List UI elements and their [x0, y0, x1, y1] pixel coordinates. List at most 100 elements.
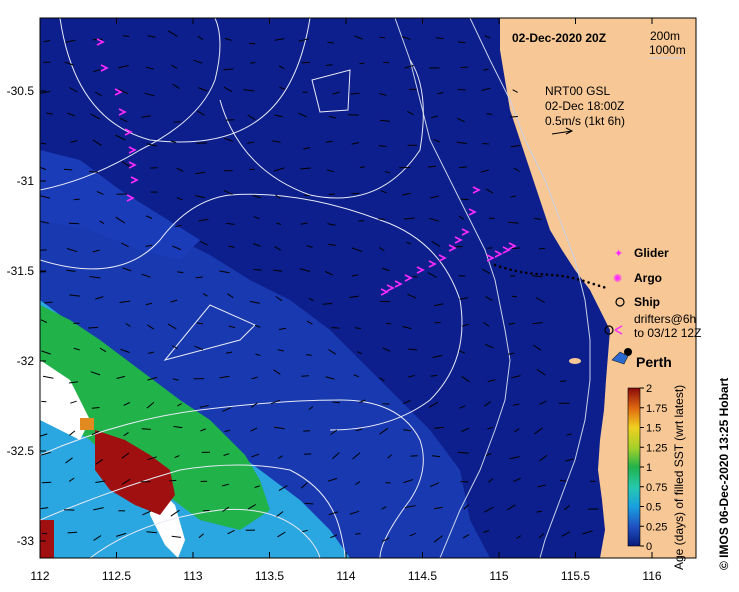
current-arrow	[513, 167, 520, 172]
current-arrow	[458, 275, 466, 277]
drifter-point	[498, 265, 502, 269]
current-arrow	[66, 248, 78, 253]
current-arrow	[122, 35, 130, 38]
glider-marker	[502, 246, 511, 254]
current-arrow	[222, 407, 232, 412]
current-arrow	[463, 504, 470, 510]
current-arrow	[176, 197, 183, 201]
current-arrow	[354, 35, 363, 40]
current-arrow	[227, 293, 234, 299]
current-arrow	[123, 402, 131, 406]
current-arrow	[484, 35, 491, 39]
drifter-point	[540, 273, 544, 276]
current-arrow	[432, 354, 443, 358]
current-arrow	[359, 166, 365, 169]
ssh-contours	[40, 18, 463, 558]
current-arrow	[279, 86, 286, 90]
current-arrow	[483, 322, 490, 327]
current-arrow	[461, 375, 470, 383]
current-arrow	[539, 400, 547, 405]
perth-marker	[624, 348, 632, 356]
drifter-point	[519, 270, 523, 274]
current-arrow	[41, 481, 52, 484]
current-arrow	[120, 348, 130, 353]
current-arrow	[382, 347, 391, 352]
current-arrow	[174, 455, 180, 459]
current-arrow	[508, 322, 515, 325]
y-tick-label: -30.5	[7, 84, 35, 98]
current-arrow	[485, 453, 492, 457]
current-arrow	[147, 324, 155, 330]
current-arrow	[276, 511, 284, 517]
current-arrow	[274, 246, 282, 251]
current-arrow	[486, 113, 493, 115]
colorbar-tick-label: 0.5	[646, 502, 661, 514]
current-arrow	[198, 218, 209, 222]
current-arrow	[387, 454, 393, 459]
current-arrow	[359, 62, 365, 65]
current-arrow	[167, 323, 177, 330]
glider-marker	[128, 161, 137, 169]
current-arrow	[223, 453, 230, 456]
current-arrow	[119, 118, 128, 123]
current-arrow	[275, 296, 283, 302]
current-arrow	[141, 115, 151, 118]
current-arrow	[328, 349, 336, 355]
current-arrow	[481, 268, 491, 274]
x-tick-label: 113	[183, 569, 202, 583]
current-arrow	[536, 368, 546, 376]
colorbar-tick-label: 1.75	[646, 403, 667, 415]
current-arrow	[428, 217, 440, 222]
current-arrow	[539, 454, 548, 462]
current-arrow	[95, 480, 106, 483]
y-tick-label: -32.5	[7, 444, 35, 458]
current-arrow	[350, 92, 360, 95]
current-arrow	[221, 483, 230, 487]
current-arrow	[358, 399, 366, 403]
current-arrow	[69, 294, 80, 297]
current-arrow	[485, 188, 494, 194]
current-arrow	[299, 268, 311, 272]
current-arrow	[92, 139, 102, 146]
current-arrow	[177, 271, 184, 274]
current-arrow	[118, 89, 129, 95]
current-arrow	[172, 378, 179, 381]
current-product-line2: 02-Dec 18:00Z	[545, 99, 624, 113]
drifter-track	[493, 263, 606, 289]
glider-marker	[448, 244, 457, 252]
drifters-legend-line2: to 03/12 12Z	[634, 326, 701, 340]
colorbar-tick-label: 2	[646, 383, 652, 395]
current-arrow	[116, 532, 127, 537]
glider-marker	[128, 146, 137, 154]
current-arrow	[92, 249, 100, 253]
current-arrow	[559, 479, 567, 482]
glider-marker	[130, 176, 139, 184]
current-arrow	[511, 375, 521, 379]
current-arrow	[301, 375, 309, 377]
current-arrow	[68, 222, 80, 225]
x-axis-ticks: 112 112.5 113 113.5 114 114.5 115 115.5 116	[30, 18, 662, 583]
current-arrow	[73, 347, 80, 351]
current-arrow	[146, 401, 155, 409]
current-arrow	[200, 428, 206, 432]
current-arrow	[42, 375, 54, 379]
current-arrow	[226, 222, 235, 225]
current-arrow	[456, 117, 466, 123]
map-plot-area	[40, 18, 696, 558]
current-arrow	[459, 297, 468, 300]
current-arrow	[69, 430, 76, 436]
current-arrow	[273, 369, 281, 375]
current-arrow	[251, 376, 258, 380]
current-arrow	[253, 268, 262, 271]
current-arrow	[378, 145, 387, 147]
current-arrow	[302, 529, 308, 533]
current-arrow	[198, 87, 208, 92]
drifters-legend-line1: drifters@6h	[634, 312, 696, 326]
current-arrow	[40, 142, 47, 145]
current-arrow	[379, 36, 386, 39]
current-arrow	[116, 375, 126, 379]
current-arrow	[379, 427, 389, 435]
current-arrow	[197, 35, 204, 41]
current-arrow	[430, 115, 439, 119]
current-arrow	[328, 511, 339, 516]
